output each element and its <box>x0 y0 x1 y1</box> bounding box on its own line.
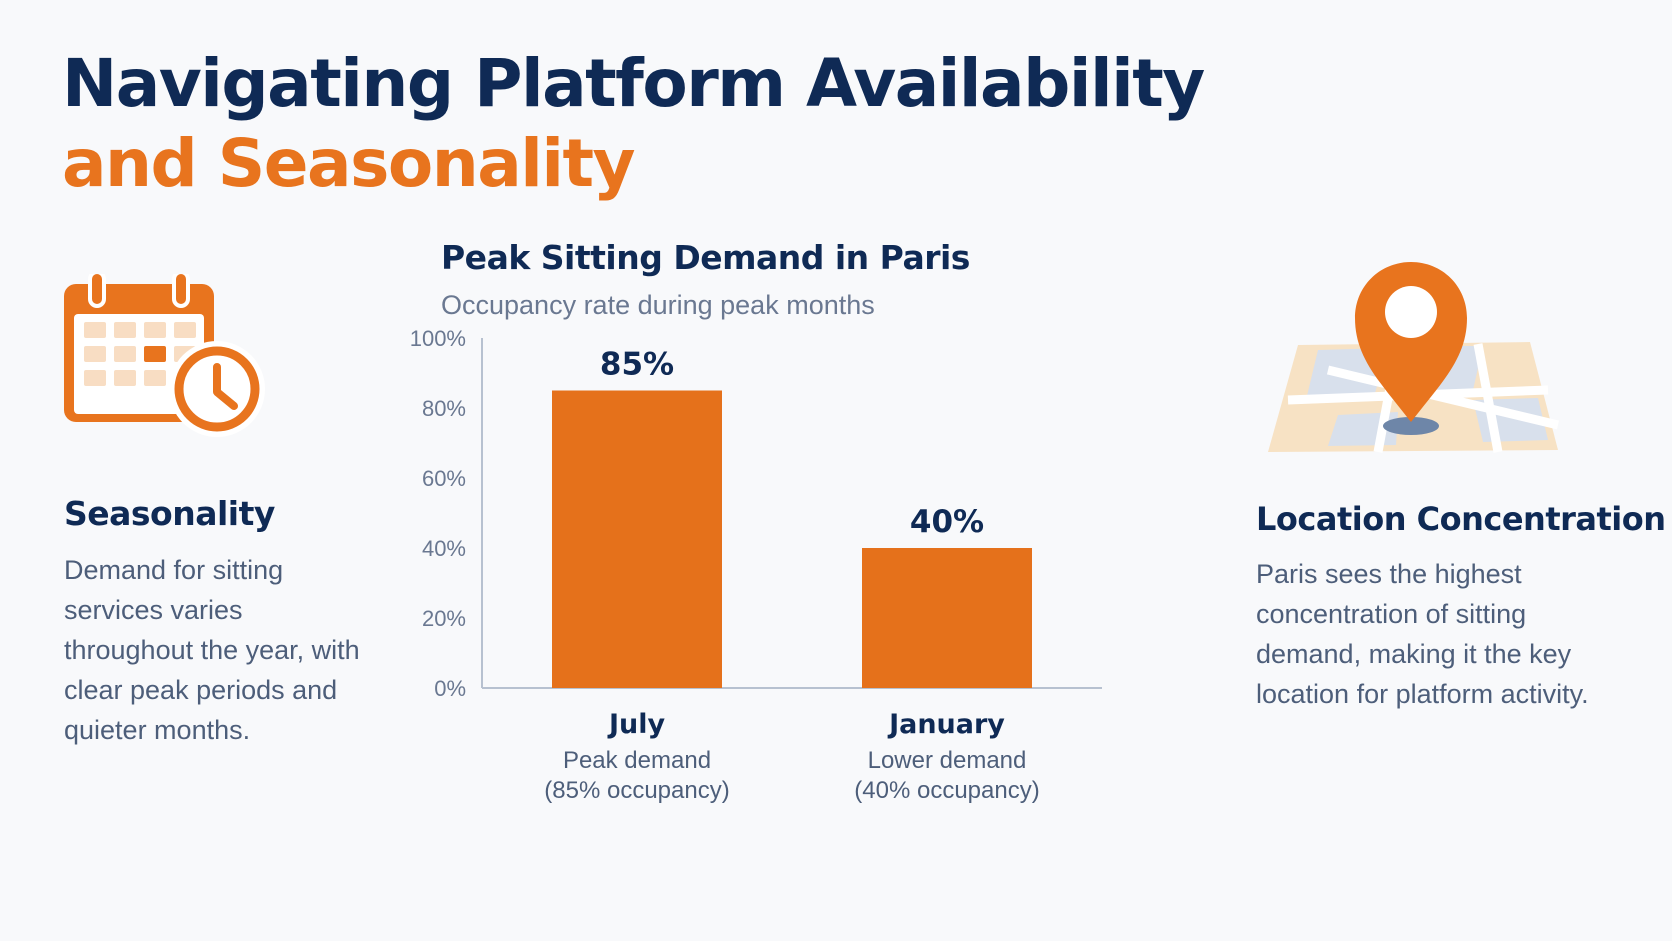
category-description: (85% occupancy) <box>544 777 729 804</box>
bar-value-label: 85% <box>600 347 674 383</box>
x-tick-label: January <box>887 709 1005 740</box>
y-tick-label: 0% <box>434 676 466 701</box>
bar-july <box>552 390 722 688</box>
map-pin-icon <box>1268 262 1560 453</box>
y-tick-label: 80% <box>422 396 466 421</box>
bar-value-label: 40% <box>910 504 984 540</box>
location-concentration-text: Paris sees the highest concentration of … <box>1256 559 1589 709</box>
calendar-clock-icon <box>64 274 265 437</box>
chart-subtitle: Occupancy rate during peak months <box>441 290 875 320</box>
location-concentration-heading: Location Concentration <box>1256 500 1666 538</box>
seasonality-text: Demand for sitting services varies throu… <box>64 555 360 745</box>
bar-chart: 0% 20% 40% 60% 80% 100% 85% July Peak demand (85%… <box>410 326 1102 804</box>
y-tick-label: 60% <box>422 466 466 491</box>
category-description: (40% occupancy) <box>854 777 1039 804</box>
page-title: Navigating Platform Availability and Sea… <box>62 44 1205 204</box>
chart-title: Peak Sitting Demand in Paris <box>441 238 970 277</box>
seasonality-heading: Seasonality <box>64 494 275 533</box>
y-tick-label: 40% <box>422 536 466 561</box>
bar-january <box>862 548 1032 688</box>
y-tick-label: 20% <box>422 606 466 631</box>
title-line-2: and Seasonality <box>62 125 636 202</box>
category-description: Peak demand <box>563 747 711 774</box>
x-tick-label: July <box>607 709 666 740</box>
title-line-1: Navigating Platform Availability <box>62 45 1205 122</box>
y-tick-label: 100% <box>410 326 466 351</box>
category-description: Lower demand <box>868 747 1027 774</box>
